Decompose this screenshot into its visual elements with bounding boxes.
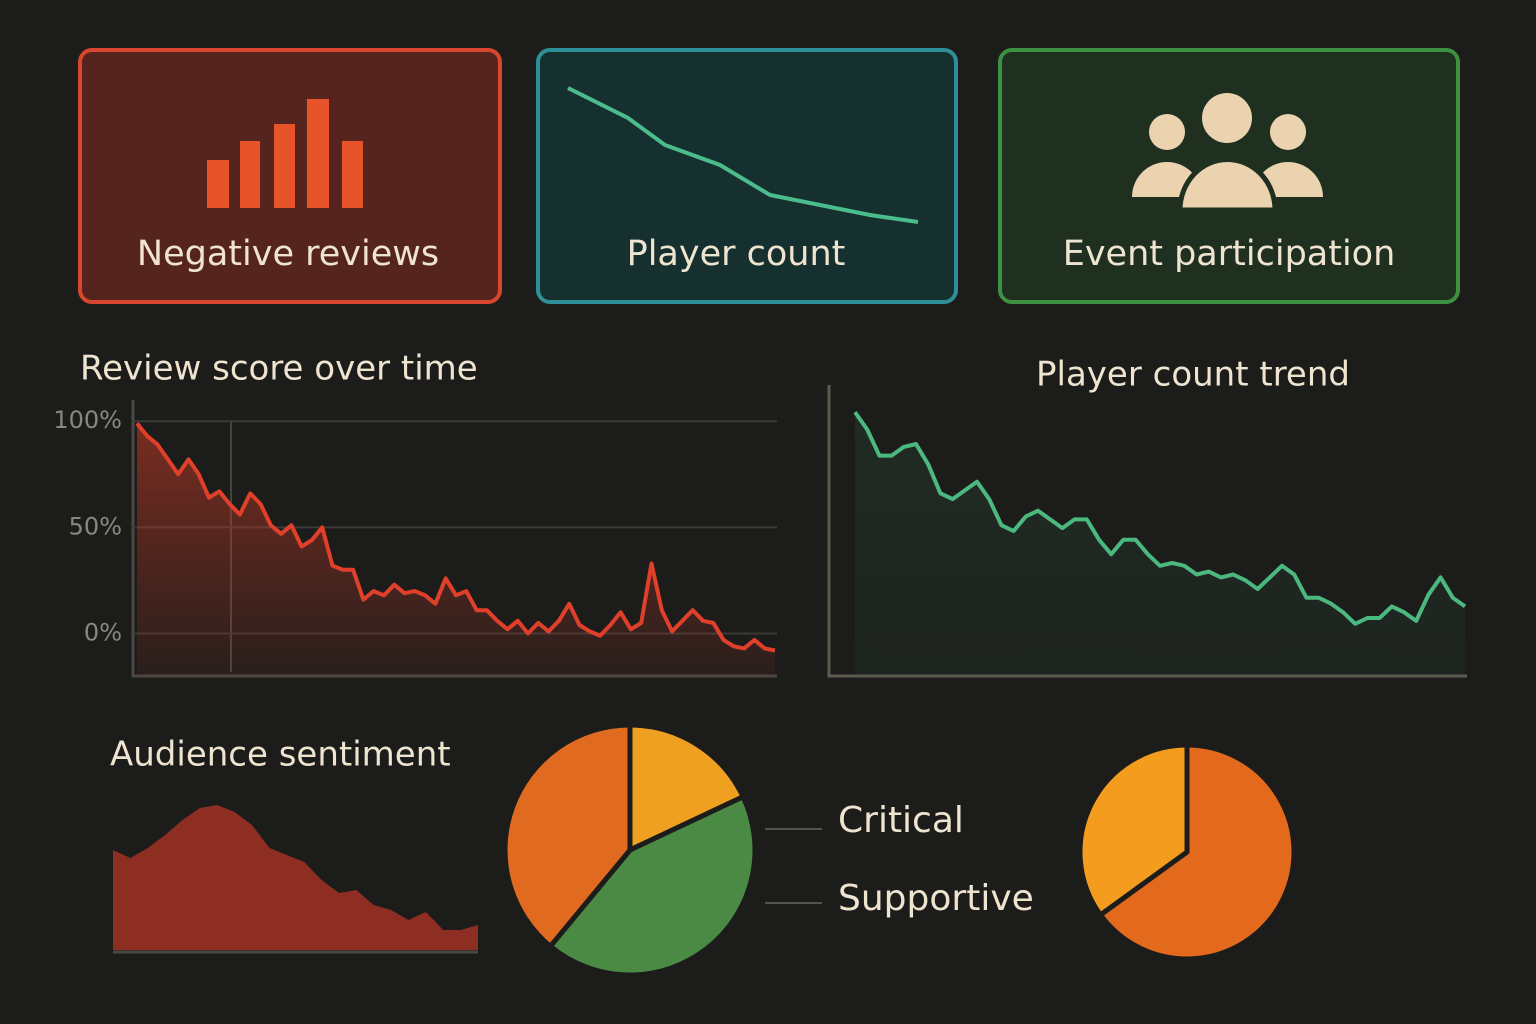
line: [853, 410, 1467, 626]
area: [113, 805, 478, 950]
y-tick-label: 0%: [84, 619, 122, 647]
pie-slice: [1077, 742, 1190, 918]
legend-label: Critical: [838, 800, 964, 841]
y-tick-label: 50%: [69, 512, 122, 540]
people-icon: [1132, 93, 1323, 213]
pie-slice: [547, 794, 758, 978]
chart-title: Review score over time: [80, 349, 478, 389]
y-tick-label: 100%: [53, 406, 122, 434]
card-label: Negative reviews: [137, 234, 439, 274]
pie-slice: [627, 722, 746, 853]
pie-slice: [1097, 742, 1297, 962]
card[interactable]: [536, 48, 958, 304]
bar-icon: [207, 99, 363, 208]
card-label: Player count: [627, 234, 846, 274]
line-icon: [567, 86, 919, 224]
card-label: Event participation: [1063, 234, 1396, 274]
pie-slice: [502, 722, 633, 949]
legend-label: Supportive: [838, 878, 1034, 919]
chart-title: Audience sentiment: [110, 735, 451, 775]
line: [135, 422, 776, 653]
area: [855, 412, 1465, 676]
area: [137, 423, 775, 676]
chart-title: Player count trend: [1036, 355, 1350, 395]
